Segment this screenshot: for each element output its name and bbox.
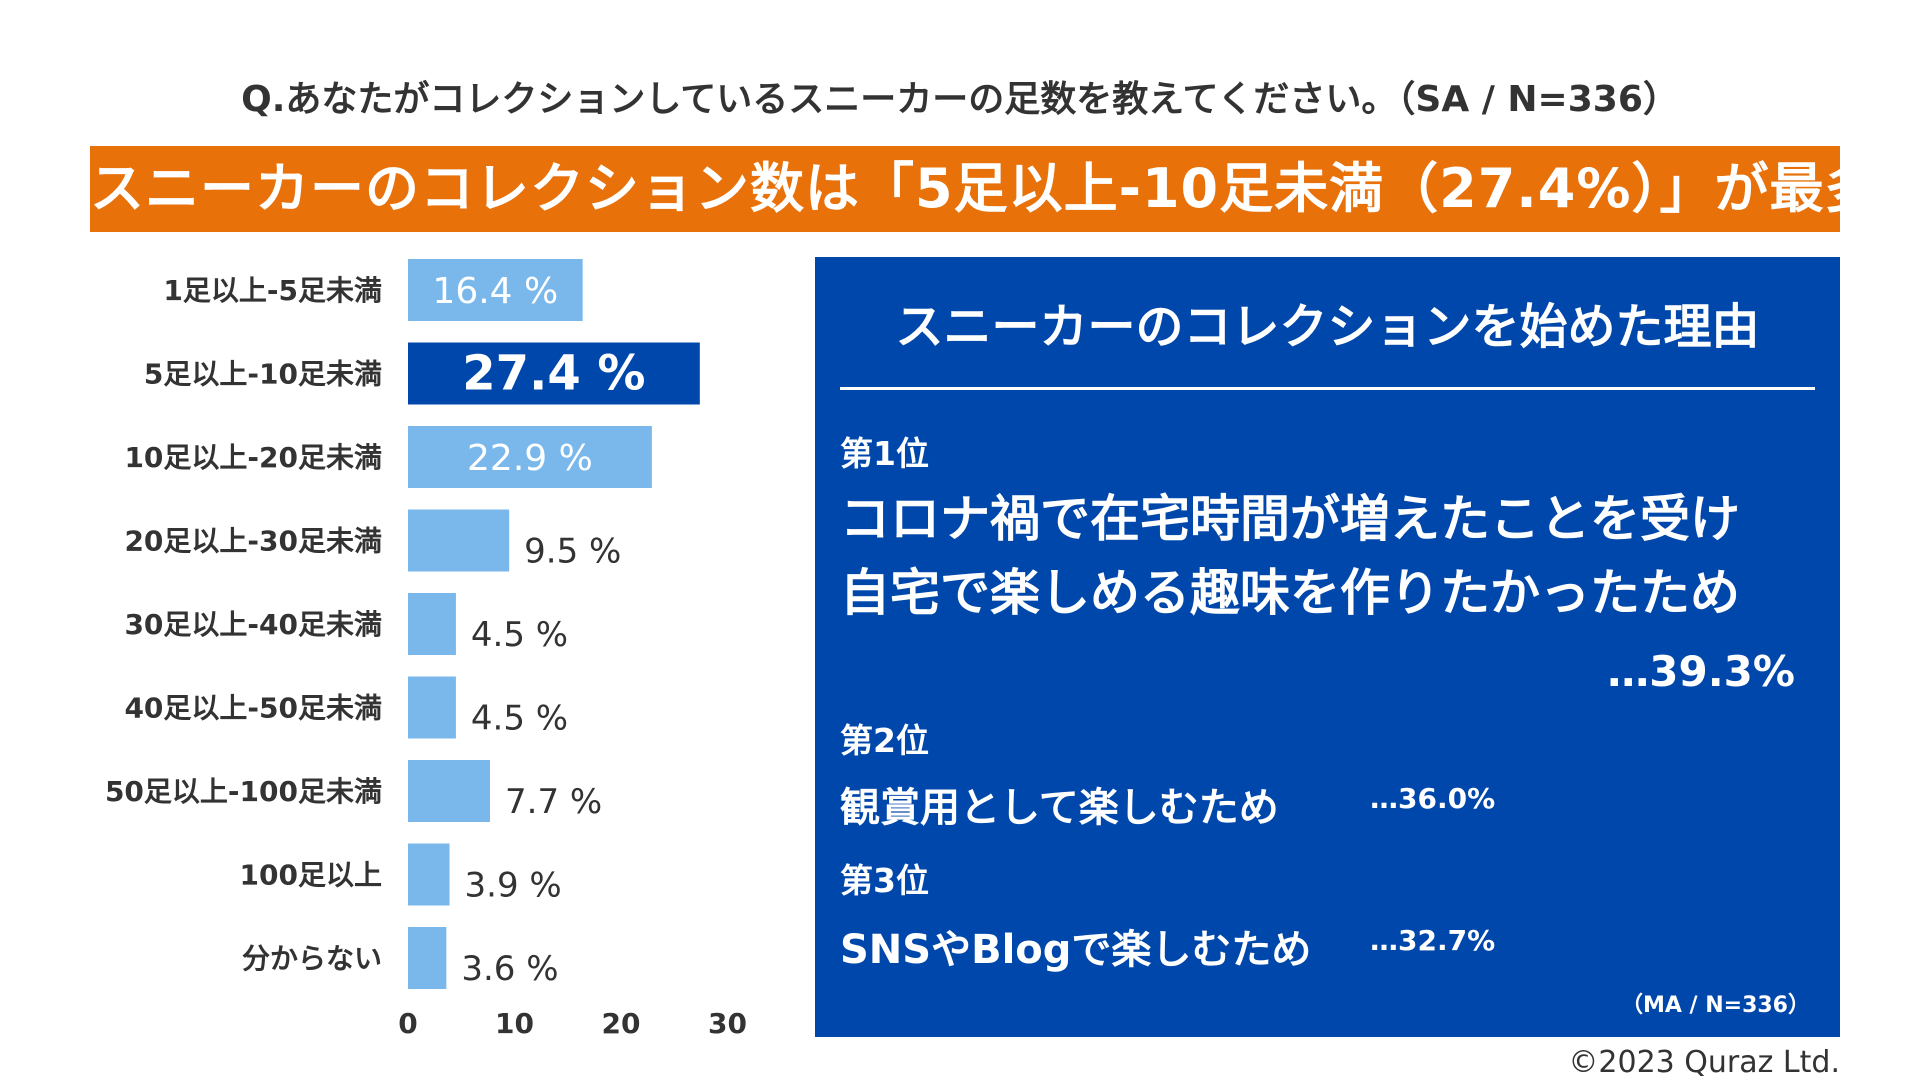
rank2-reason: 観賞用として楽しむため <box>840 785 1279 831</box>
bar-chart: 1足以上-5足未満 16.4 % 5足以上-10足未満 27.4 % 10足以上-20足… <box>105 259 747 1040</box>
category-label: 30足以上-40足未満 <box>124 608 382 641</box>
bar <box>408 593 456 655</box>
category-label: 10足以上-20足未満 <box>124 441 382 474</box>
question-text: Q.あなたがコレクションしているスニーカーの足数を教えてください。（SA / N… <box>241 79 1679 120</box>
rank3-percent: …32.7% <box>1370 924 1496 957</box>
category-label: 分からない <box>242 942 382 975</box>
data-label: 9.5 % <box>524 532 621 572</box>
category-label: 50足以上-100足未満 <box>105 775 382 808</box>
rank2-label: 第2位 <box>840 721 929 760</box>
rank1-reason-line2: 自宅で楽しめる趣味を作りたかったため <box>840 564 1740 622</box>
bar <box>408 259 583 321</box>
category-label: 1足以上-5足未満 <box>163 274 382 307</box>
panel-sample-note: （MA / N=336） <box>1620 993 1810 1018</box>
bar <box>408 927 447 989</box>
category-label: 100足以上 <box>240 859 382 892</box>
data-label: 16.4 % <box>432 271 558 312</box>
bar <box>408 843 450 906</box>
rank3-label: 第3位 <box>840 861 929 900</box>
rank3-reason: SNSやBlogで楽しむため <box>840 927 1312 973</box>
data-label: 3.6 % <box>461 949 558 989</box>
data-label: 4.5 % <box>471 699 568 739</box>
category-label: 5足以上-10足未満 <box>144 358 382 391</box>
data-label: 22.9 % <box>467 438 593 479</box>
category-label: 40足以上-50足未満 <box>124 692 382 725</box>
reasons-panel: スニーカーのコレクションを始めた理由 第1位 コロナ禍で在宅時間が増えたことを受… <box>815 257 1840 1037</box>
bar <box>408 426 652 488</box>
bar <box>408 760 491 822</box>
bar <box>408 342 700 405</box>
rank1-reason-line1: コロナ禍で在宅時間が増えたことを受け <box>840 490 1740 548</box>
x-tick-label: 20 <box>602 1007 641 1040</box>
data-label: 3.9 % <box>465 866 562 906</box>
copyright: ©2023 Quraz Ltd. <box>1568 1045 1840 1080</box>
panel-divider <box>840 387 1815 390</box>
x-tick-label: 10 <box>495 1007 534 1040</box>
x-tick-label: 0 <box>398 1007 417 1040</box>
data-label: 7.7 % <box>505 782 602 822</box>
rank2-percent: …36.0% <box>1370 782 1496 815</box>
x-tick-label: 30 <box>708 1007 747 1040</box>
rank1-label: 第1位 <box>840 434 929 473</box>
rank1-percent: …39.3% <box>1607 647 1795 696</box>
headline-banner: スニーカーのコレクション数は「5足以上-10足未満（27.4%）」が最多 <box>90 146 1878 232</box>
bar <box>408 676 456 739</box>
rank1-reason: コロナ禍で在宅時間が増えたことを受け 自宅で楽しめる趣味を作りたかったため <box>840 482 1815 630</box>
panel-title: スニーカーのコレクションを始めた理由 <box>895 299 1760 355</box>
data-label: 4.5 % <box>471 615 568 655</box>
bar <box>408 509 510 572</box>
data-label: 27.4 % <box>462 346 645 402</box>
category-label: 20足以上-30足未満 <box>124 525 382 558</box>
